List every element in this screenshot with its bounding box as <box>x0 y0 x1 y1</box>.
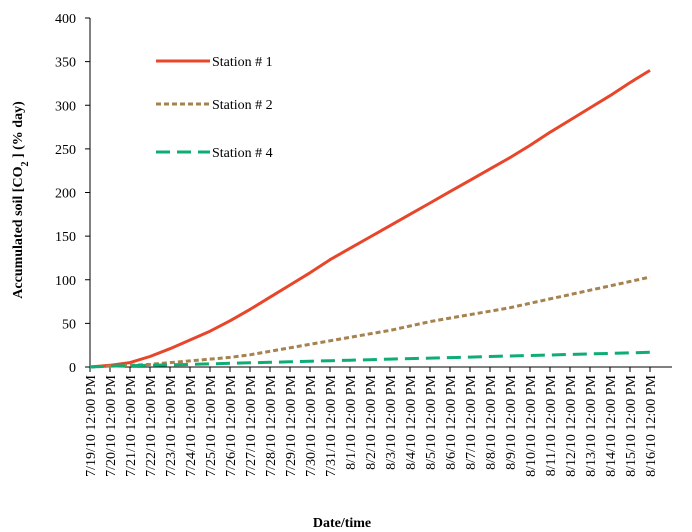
x-tick-label: 8/6/10 12:00 PM <box>444 374 459 469</box>
plot-area: 0 50 100 150 200 250 300 350 400 7/19/10 12:00 P… <box>55 12 672 477</box>
y-tick-label: 0 <box>69 361 76 376</box>
series-layer <box>89 69 651 369</box>
x-tick-label: 8/5/10 12:00 PM <box>424 374 439 469</box>
legend-label-station-2: Station # 2 <box>212 98 273 113</box>
x-tick-label: 7/31/10 12:00 PM <box>324 374 339 476</box>
legend-label-station-1: Station # 1 <box>212 55 273 70</box>
x-tick-label: 8/1/10 12:00 PM <box>344 374 359 469</box>
x-axis-title: Date/time <box>313 516 371 531</box>
y-tick-label: 250 <box>55 143 76 158</box>
y-tick-label: 400 <box>55 12 76 27</box>
x-tick-label: 8/4/10 12:00 PM <box>404 374 419 469</box>
x-tick-label: 8/16/10 12:00 PM <box>644 374 659 476</box>
legend-label-station-4: Station # 4 <box>212 146 273 161</box>
x-tick-label: 8/8/10 12:00 PM <box>484 374 499 469</box>
x-tick-label: 8/10/10 12:00 PM <box>524 374 539 476</box>
y-tick-label: 150 <box>55 230 76 245</box>
y-axis-ticks: 0 50 100 150 200 250 300 350 400 <box>55 12 90 376</box>
x-tick-label: 8/11/10 12:00 PM <box>544 374 559 476</box>
x-tick-label: 7/27/10 12:00 PM <box>244 374 259 476</box>
x-tick-label: 7/21/10 12:00 PM <box>124 374 139 476</box>
x-tick-label: 7/24/10 12:00 PM <box>184 374 199 476</box>
y-tick-label: 300 <box>55 99 76 114</box>
x-tick-label: 7/23/10 12:00 PM <box>164 374 179 476</box>
x-tick-label: 7/19/10 12:00 PM <box>84 374 99 476</box>
x-tick-label: 8/9/10 12:00 PM <box>504 374 519 469</box>
x-tick-label: 7/20/10 12:00 PM <box>104 374 119 476</box>
x-tick-label: 7/25/10 12:00 PM <box>204 374 219 476</box>
series-line-station-2 <box>89 275 651 369</box>
y-tick-label: 100 <box>55 274 76 289</box>
x-tick-label: 8/3/10 12:00 PM <box>384 374 399 469</box>
x-tick-label: 8/14/10 12:00 PM <box>604 374 619 476</box>
y-tick-label: 350 <box>55 56 76 71</box>
x-tick-label: 8/7/10 12:00 PM <box>464 374 479 469</box>
x-tick-label: 7/29/10 12:00 PM <box>284 374 299 476</box>
y-tick-label: 200 <box>55 187 76 202</box>
x-tick-label: 7/26/10 12:00 PM <box>224 374 239 476</box>
x-axis-ticks: 7/19/10 12:00 PM 7/20/10 12:00 PM 7/21/10 … <box>84 367 659 477</box>
x-tick-label: 8/15/10 12:00 PM <box>624 374 639 476</box>
x-tick-label: 8/2/10 12:00 PM <box>364 374 379 469</box>
series-line-station-4 <box>89 350 651 369</box>
x-tick-label: 7/28/10 12:00 PM <box>264 374 279 476</box>
legend: Station # 1 Station # 2 Station # 4 <box>156 55 273 161</box>
x-tick-label: 7/22/10 12:00 PM <box>144 374 159 476</box>
y-axis-title-part1: Accumulated soil [CO <box>11 166 26 298</box>
y-axis-title-subscript: 2 <box>20 162 31 167</box>
y-axis-title-part2: ] (% day) <box>11 101 26 162</box>
x-tick-label: 8/12/10 12:00 PM <box>564 374 579 476</box>
series-line-station-1 <box>89 69 651 369</box>
x-tick-label: 7/30/10 12:00 PM <box>304 374 319 476</box>
y-tick-label: 50 <box>62 317 76 332</box>
x-tick-label: 8/13/10 12:00 PM <box>584 374 599 476</box>
y-axis-title: Accumulated soil [CO2 ] (% day) <box>11 101 31 299</box>
